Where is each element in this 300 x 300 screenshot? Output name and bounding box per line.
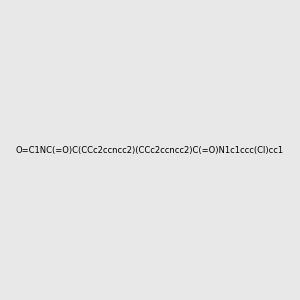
Text: O=C1NC(=O)C(CCc2ccncc2)(CCc2ccncc2)C(=O)N1c1ccc(Cl)cc1: O=C1NC(=O)C(CCc2ccncc2)(CCc2ccncc2)C(=O)… (16, 146, 284, 154)
